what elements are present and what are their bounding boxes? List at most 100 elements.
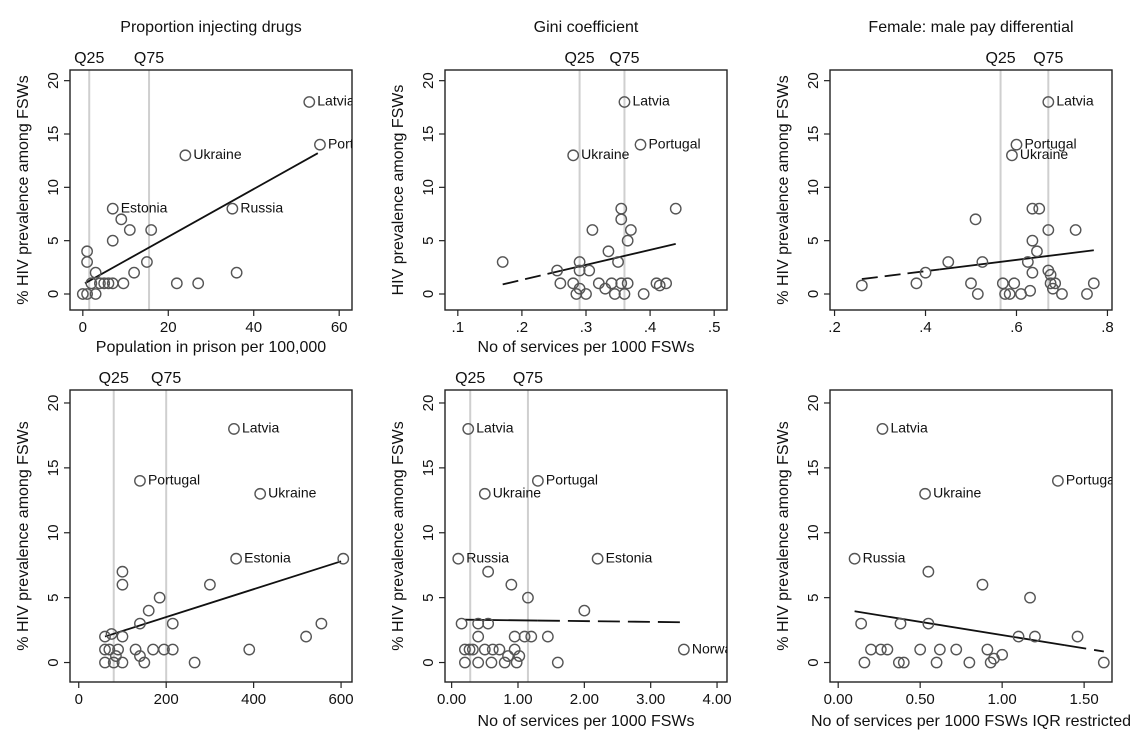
- data-point: [510, 656, 523, 669]
- data-point: [230, 552, 243, 565]
- data-point: [106, 202, 119, 215]
- data-point: [1029, 630, 1041, 643]
- data-point: [102, 277, 115, 290]
- point-label: Ukraine: [933, 485, 981, 501]
- point-label: Portugal: [1024, 135, 1076, 151]
- x-tick-label: 200: [154, 691, 179, 708]
- data-point: [192, 277, 205, 290]
- y-tick-label: 15: [45, 126, 62, 143]
- data-point: [107, 656, 120, 669]
- data-point: [567, 277, 580, 290]
- y-tick-label: 5: [45, 236, 62, 244]
- data-point: [1033, 202, 1046, 215]
- data-point: [637, 288, 650, 300]
- data-point: [134, 617, 146, 630]
- y-tick-label: 10: [805, 179, 822, 196]
- y-tick-label: 15: [805, 460, 822, 477]
- y-tick-label: 10: [420, 179, 437, 196]
- panel-2: Q25 Q75 0 5 10 15 20 .1 .2 .3 .4 .5 Gini coefficient…: [390, 19, 728, 336]
- panel-5: Q25 Q75 0 5 10 15 20 0.00 1.00 2.00 3.00 4.00 No of …: [390, 339, 731, 730]
- data-point: [910, 277, 923, 290]
- data-point: [472, 656, 485, 669]
- data-point: [848, 552, 861, 565]
- data-point: [971, 288, 984, 300]
- data-point: [996, 648, 1009, 661]
- data-point: [531, 474, 544, 487]
- data-point: [81, 256, 93, 268]
- fit-line-dashed: [861, 268, 940, 280]
- fit-line: [84, 152, 319, 285]
- data-point: [1021, 256, 1034, 268]
- fit-line: [104, 560, 342, 638]
- x-tick-label: .5: [708, 319, 721, 336]
- x-tick-label: .6: [1010, 319, 1023, 336]
- data-point: [89, 288, 102, 300]
- x-tick-label: 4.00: [702, 691, 731, 708]
- x-axis-title: No of services per 1000 FSWs IQR restric…: [811, 713, 1131, 730]
- panel-title: Population in prison per 100,000: [96, 339, 326, 356]
- data-point: [605, 277, 618, 290]
- data-point: [1071, 630, 1084, 643]
- data-point: [608, 288, 621, 300]
- point-label: Russia: [240, 199, 283, 215]
- data-point: [522, 591, 534, 604]
- data-point: [865, 643, 877, 656]
- data-point: [914, 643, 927, 656]
- data-point: [634, 138, 647, 151]
- data-point: [591, 552, 604, 565]
- data-point: [254, 487, 267, 500]
- point-label: Latvia: [242, 420, 280, 436]
- data-point: [1056, 288, 1068, 300]
- data-point: [170, 277, 183, 290]
- point-label: Ukraine: [581, 146, 629, 162]
- data-point: [466, 643, 479, 656]
- x-tick-label: 20: [160, 319, 177, 336]
- data-point: [486, 643, 499, 656]
- data-point: [337, 552, 350, 565]
- data-point: [463, 643, 476, 656]
- plot-frame: [829, 69, 1113, 311]
- data-point: [106, 234, 119, 247]
- data-point: [1042, 224, 1055, 236]
- data-point: [1006, 149, 1018, 162]
- quartile-label: Q75: [609, 50, 639, 67]
- data-point: [570, 288, 583, 300]
- data-point: [81, 245, 93, 258]
- data-point: [485, 656, 498, 669]
- x-tick-label: 0.00: [824, 691, 853, 708]
- y-tick-label: 0: [805, 290, 822, 298]
- data-point: [94, 277, 106, 290]
- data-point: [1003, 288, 1016, 300]
- y-tick-label: 10: [805, 524, 822, 541]
- fit-line-group: [861, 249, 1094, 280]
- points-group: Latvia Portugal Ukraine Estonia Rus: [99, 420, 352, 669]
- y-tick-label: 10: [45, 179, 62, 196]
- data-point: [599, 282, 612, 295]
- data-point: [525, 630, 538, 643]
- data-point: [621, 277, 634, 290]
- data-point: [984, 656, 997, 669]
- data-point: [123, 224, 136, 236]
- point-label: Estonia: [121, 199, 168, 215]
- data-point: [919, 487, 931, 500]
- data-point: [541, 630, 554, 643]
- data-point: [158, 643, 170, 656]
- data-point: [179, 149, 192, 162]
- data-point: [103, 643, 116, 656]
- data-point: [134, 474, 146, 487]
- data-point: [1031, 245, 1043, 258]
- data-point: [933, 643, 946, 656]
- fit-line-group: [104, 560, 342, 638]
- x-tick-label: 400: [241, 691, 266, 708]
- data-point: [482, 565, 495, 578]
- y-tick-label: 15: [420, 460, 437, 477]
- plot-frame: [69, 69, 353, 311]
- y-tick-label: 20: [420, 395, 437, 412]
- data-point: [1042, 96, 1055, 108]
- data-point: [897, 656, 910, 669]
- fit-line: [939, 249, 1094, 271]
- data-point: [669, 202, 682, 215]
- data-point: [1051, 474, 1064, 487]
- y-tick-label: 10: [420, 524, 437, 541]
